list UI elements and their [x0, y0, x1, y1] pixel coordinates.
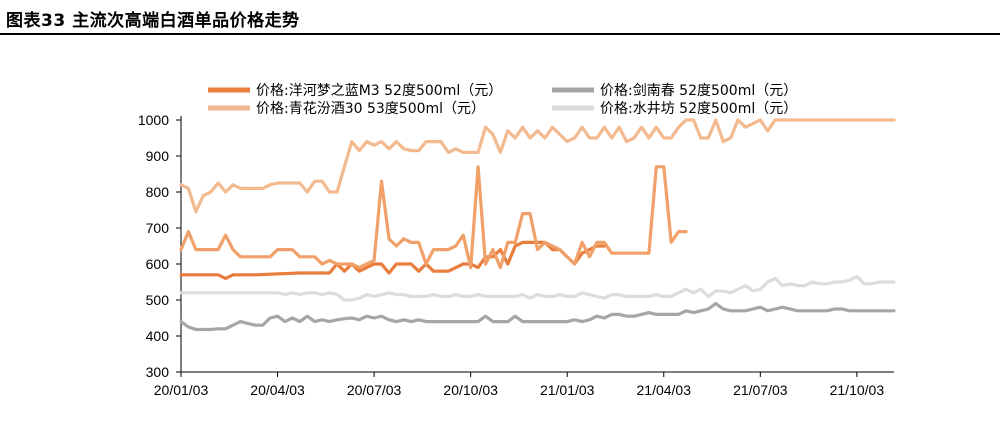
y-tick-label: 500 [146, 292, 170, 308]
x-tick-label: 21/10/03 [830, 382, 885, 398]
figure-header: 图表33 主流次高端白酒单品价格走势 [0, 0, 1000, 35]
legend-label-2: 价格:青花汾酒30 53度500ml（元） [256, 101, 485, 117]
y-tick-label: 1000 [138, 112, 169, 128]
figure-title: 图表33 主流次高端白酒单品价格走势 [6, 11, 300, 31]
y-tick-label: 900 [146, 148, 170, 164]
x-tick-label: 20/07/03 [347, 382, 402, 398]
y-tick-label: 600 [146, 256, 170, 272]
legend-label-0: 价格:洋河梦之蓝M3 52度500ml（元） [256, 83, 502, 99]
legend: 价格:洋河梦之蓝M3 52度500ml（元） 价格:剑南春 52度500ml（元）… [208, 83, 797, 117]
y-tick-label: 300 [146, 364, 170, 380]
series-line-4 [179, 165, 688, 270]
series-lines [179, 118, 896, 332]
y-tick-label: 800 [146, 184, 170, 200]
y-tick-label: 400 [146, 328, 170, 344]
x-tick-label: 21/01/03 [540, 382, 595, 398]
legend-label-3: 价格:水井坊 52度500ml（元） [600, 101, 797, 117]
x-tick-label: 20/01/03 [154, 382, 209, 398]
y-tick-label: 700 [146, 220, 170, 236]
x-tick-label: 20/10/03 [443, 382, 498, 398]
x-tick-label: 21/07/03 [733, 382, 788, 398]
x-tick-label: 20/04/03 [250, 382, 305, 398]
series-line-3 [179, 275, 896, 302]
series-line-2 [179, 118, 896, 214]
axes: 300 400 500 600 700 800 900 1000 20/01/03 20/04/0… [138, 112, 894, 398]
x-tick-label: 21/04/03 [637, 382, 692, 398]
series-line-1 [179, 302, 896, 332]
title-rule [0, 33, 1000, 35]
legend-label-1: 价格:剑南春 52度500ml（元） [600, 83, 797, 99]
